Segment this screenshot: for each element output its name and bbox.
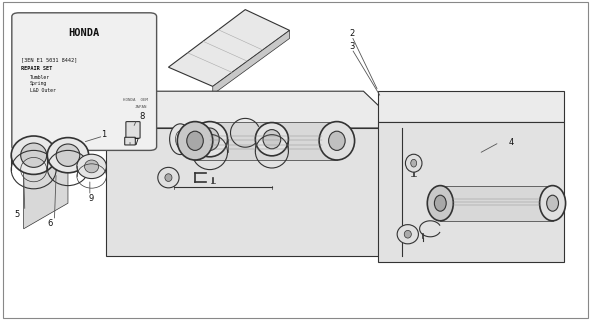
Ellipse shape xyxy=(85,160,99,173)
Ellipse shape xyxy=(411,159,417,167)
Polygon shape xyxy=(168,10,290,86)
Ellipse shape xyxy=(200,128,219,150)
Ellipse shape xyxy=(547,195,558,211)
Polygon shape xyxy=(24,91,68,229)
Text: 8: 8 xyxy=(139,112,145,121)
Ellipse shape xyxy=(47,138,89,173)
Ellipse shape xyxy=(177,122,213,160)
Ellipse shape xyxy=(397,225,418,244)
FancyBboxPatch shape xyxy=(12,13,157,150)
Text: 4: 4 xyxy=(509,138,514,147)
Text: REPAIR SET: REPAIR SET xyxy=(21,66,52,71)
Ellipse shape xyxy=(176,131,185,148)
Ellipse shape xyxy=(187,131,203,150)
Ellipse shape xyxy=(255,123,288,156)
Text: 5: 5 xyxy=(14,210,19,219)
Ellipse shape xyxy=(427,186,453,221)
Ellipse shape xyxy=(540,186,566,221)
FancyBboxPatch shape xyxy=(125,137,135,145)
Ellipse shape xyxy=(56,144,80,166)
Ellipse shape xyxy=(434,195,446,211)
Text: 1: 1 xyxy=(101,130,106,139)
Text: JAPAN: JAPAN xyxy=(135,105,148,109)
Ellipse shape xyxy=(192,122,228,157)
Ellipse shape xyxy=(77,154,106,179)
Ellipse shape xyxy=(329,131,345,150)
Polygon shape xyxy=(68,91,402,128)
FancyBboxPatch shape xyxy=(126,122,140,138)
Text: L&D Outer: L&D Outer xyxy=(30,88,56,93)
Polygon shape xyxy=(106,128,402,256)
Text: 2: 2 xyxy=(349,29,354,38)
Ellipse shape xyxy=(319,122,355,160)
Ellipse shape xyxy=(158,167,179,188)
Text: 9: 9 xyxy=(89,194,94,203)
Ellipse shape xyxy=(11,136,56,174)
Polygon shape xyxy=(378,91,564,122)
Polygon shape xyxy=(378,122,564,262)
Text: Tumbler: Tumbler xyxy=(30,75,50,80)
Ellipse shape xyxy=(21,143,47,167)
Ellipse shape xyxy=(165,174,172,181)
Text: HONDA: HONDA xyxy=(69,28,100,37)
Ellipse shape xyxy=(170,124,191,155)
Polygon shape xyxy=(440,186,553,221)
Ellipse shape xyxy=(405,154,422,172)
Text: 6: 6 xyxy=(47,220,53,228)
Text: 7: 7 xyxy=(133,138,139,147)
Polygon shape xyxy=(213,30,290,94)
Text: HONDA  OEM: HONDA OEM xyxy=(123,98,148,102)
Ellipse shape xyxy=(263,130,281,149)
Text: [3EN E1 5031 8442]: [3EN E1 5031 8442] xyxy=(21,57,77,62)
Text: Spring: Spring xyxy=(30,81,47,86)
Text: 3: 3 xyxy=(349,42,355,51)
Polygon shape xyxy=(195,122,337,160)
Ellipse shape xyxy=(404,230,411,238)
